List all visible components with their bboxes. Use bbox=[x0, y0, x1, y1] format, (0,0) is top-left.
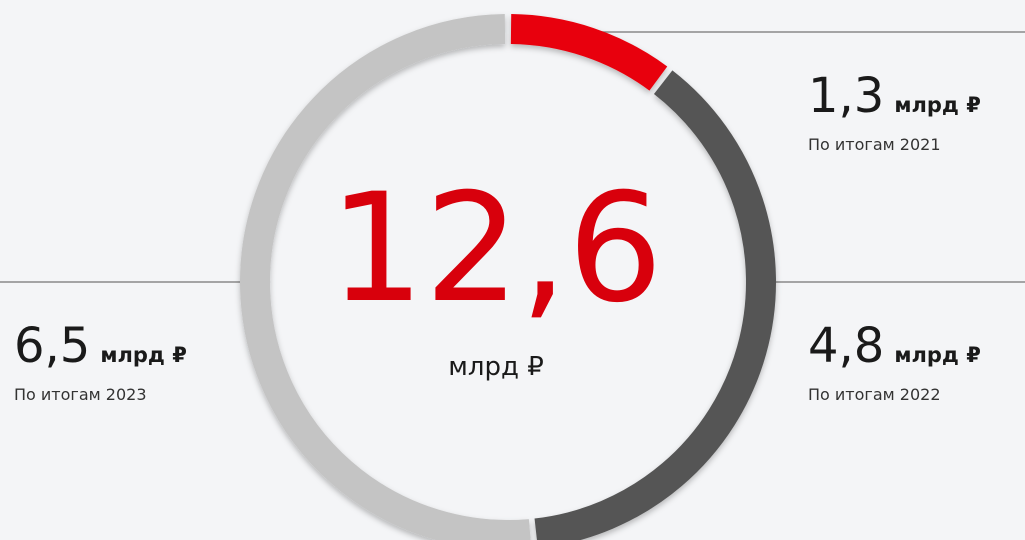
total-value: 12,6 bbox=[329, 162, 663, 336]
value: 6,5 bbox=[14, 318, 90, 374]
value: 1,3 bbox=[808, 68, 884, 124]
category-label: По итогам 2023 bbox=[14, 385, 147, 404]
segment bbox=[534, 70, 776, 540]
segment bbox=[510, 14, 668, 91]
segment bbox=[240, 14, 531, 540]
value: 4,8 bbox=[808, 318, 884, 374]
labels: 1,3 млрд ₽ По итогам 2021 4,8 млрд ₽ По итога… bbox=[14, 68, 981, 404]
category-label: По итогам 2022 bbox=[808, 385, 941, 404]
unit: млрд ₽ bbox=[894, 343, 980, 367]
value-label: 4,8 млрд ₽ bbox=[808, 318, 981, 374]
unit: млрд ₽ bbox=[100, 343, 186, 367]
value-label: 1,3 млрд ₽ bbox=[808, 68, 981, 124]
category-label: По итогам 2021 bbox=[808, 135, 941, 154]
donut bbox=[240, 14, 776, 540]
total-unit: млрд ₽ bbox=[448, 352, 544, 382]
unit: млрд ₽ bbox=[894, 93, 980, 117]
value-label: 6,5 млрд ₽ bbox=[14, 318, 187, 374]
